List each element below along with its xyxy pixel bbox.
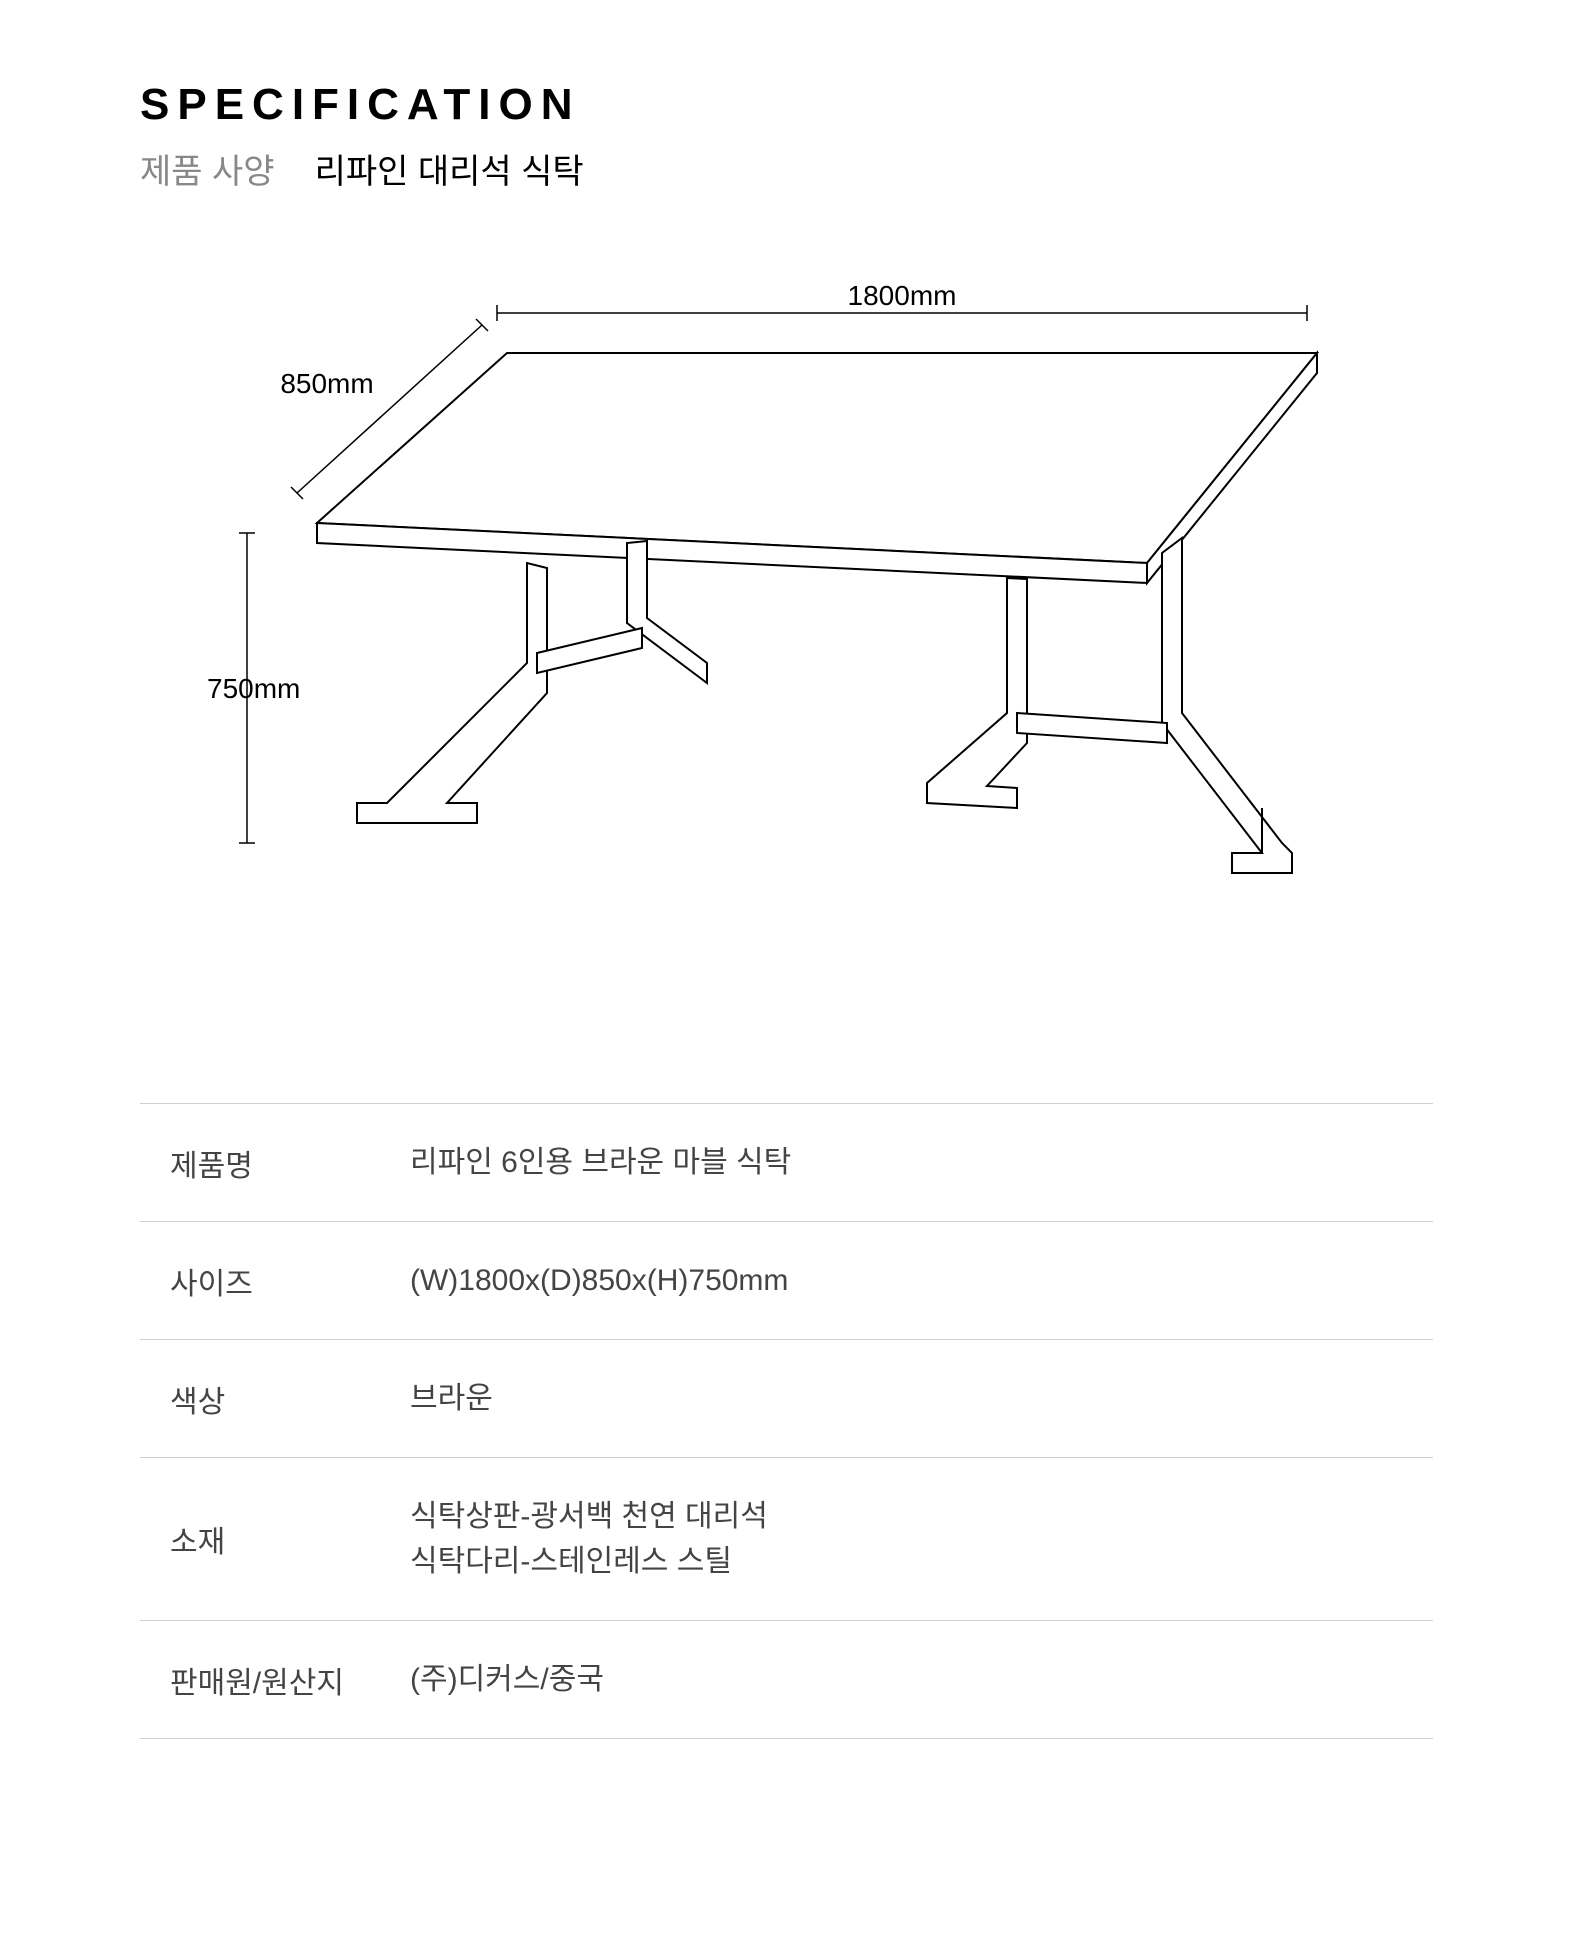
width-label: 1800mm [847, 283, 956, 311]
subtitle-row: 제품 사양 리파인 대리석 식탁 [140, 144, 1433, 193]
spec-value: (W)1800x(D)850x(H)750mm [410, 1258, 788, 1303]
table-diagram: 1800mm 850mm 750mm [187, 283, 1387, 1003]
spec-label: 소재 [170, 1517, 410, 1561]
diagram-container: 1800mm 850mm 750mm [140, 283, 1433, 1003]
subtitle-label: 제품 사양 [140, 144, 275, 193]
height-label: 750mm [207, 673, 300, 704]
depth-label: 850mm [280, 368, 373, 399]
dim-width: 1800mm [497, 283, 1307, 321]
spec-value: 리파인 6인용 브라운 마블 식탁 [410, 1140, 791, 1185]
leg-left [357, 541, 707, 823]
spec-label: 제품명 [170, 1141, 410, 1185]
spec-value: (주)디커스/중국 [410, 1657, 604, 1702]
spec-value: 식탁상판-광서백 천연 대리석 식탁다리-스테인레스 스틸 [410, 1494, 768, 1584]
table-row: 색상 브라운 [140, 1340, 1433, 1458]
spec-label: 판매원/원산지 [170, 1658, 410, 1702]
header: SPECIFICATION 제품 사양 리파인 대리석 식탁 [140, 80, 1433, 193]
table-row: 사이즈 (W)1800x(D)850x(H)750mm [140, 1222, 1433, 1340]
leg-right [927, 538, 1292, 873]
spec-value: 브라운 [410, 1376, 493, 1421]
spec-label: 색상 [170, 1377, 410, 1421]
table-row: 제품명 리파인 6인용 브라운 마블 식탁 [140, 1104, 1433, 1222]
page-title: SPECIFICATION [140, 80, 1433, 130]
spec-label: 사이즈 [170, 1259, 410, 1303]
dim-height: 750mm [207, 533, 300, 843]
table-row: 소재 식탁상판-광서백 천연 대리석 식탁다리-스테인레스 스틸 [140, 1458, 1433, 1621]
subtitle-value: 리파인 대리석 식탁 [315, 144, 584, 193]
spec-table: 제품명 리파인 6인용 브라운 마블 식탁 사이즈 (W)1800x(D)850… [140, 1103, 1433, 1739]
table-row: 판매원/원산지 (주)디커스/중국 [140, 1621, 1433, 1739]
